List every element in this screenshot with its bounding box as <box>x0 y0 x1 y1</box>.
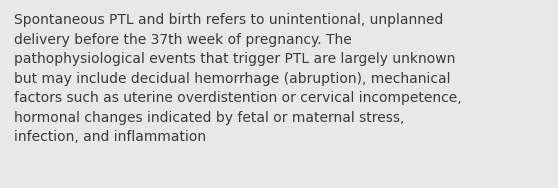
Text: Spontaneous PTL and birth refers to unintentional, unplanned
delivery before the: Spontaneous PTL and birth refers to unin… <box>14 13 461 144</box>
